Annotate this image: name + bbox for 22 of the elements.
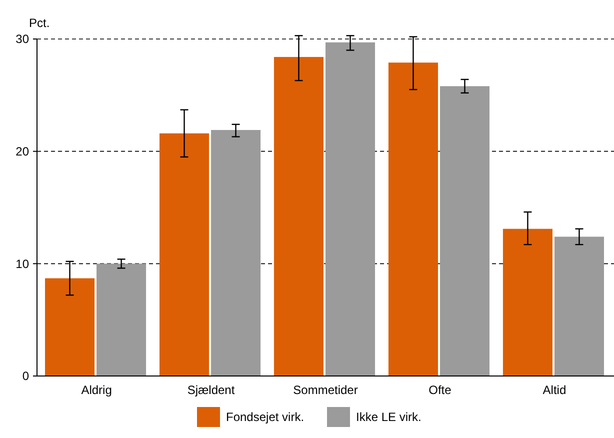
legend-label: Ikke LE virk. <box>356 410 422 424</box>
y-tick-label: 30 <box>16 32 30 46</box>
bar <box>160 133 210 376</box>
x-tick-label: Ofte <box>428 383 452 397</box>
bar <box>211 130 261 376</box>
bar <box>388 62 438 376</box>
y-axis-title: Pct. <box>29 16 50 30</box>
legend-label: Fondsejet virk. <box>226 410 304 424</box>
bar <box>502 228 552 376</box>
x-tick-label: Aldrig <box>81 383 112 397</box>
bar <box>440 86 490 376</box>
y-tick-label: 0 <box>22 369 30 384</box>
x-tick-label: Altid <box>542 383 566 397</box>
x-tick-label: Sjældent <box>187 383 236 397</box>
x-tick-label: Sommetider <box>293 383 358 397</box>
y-tick-label: 20 <box>16 144 30 159</box>
bar <box>554 236 604 376</box>
bar <box>274 56 324 376</box>
y-tick-label: 10 <box>16 256 30 271</box>
bar <box>96 264 146 376</box>
bar <box>326 42 376 376</box>
bar <box>45 278 95 376</box>
